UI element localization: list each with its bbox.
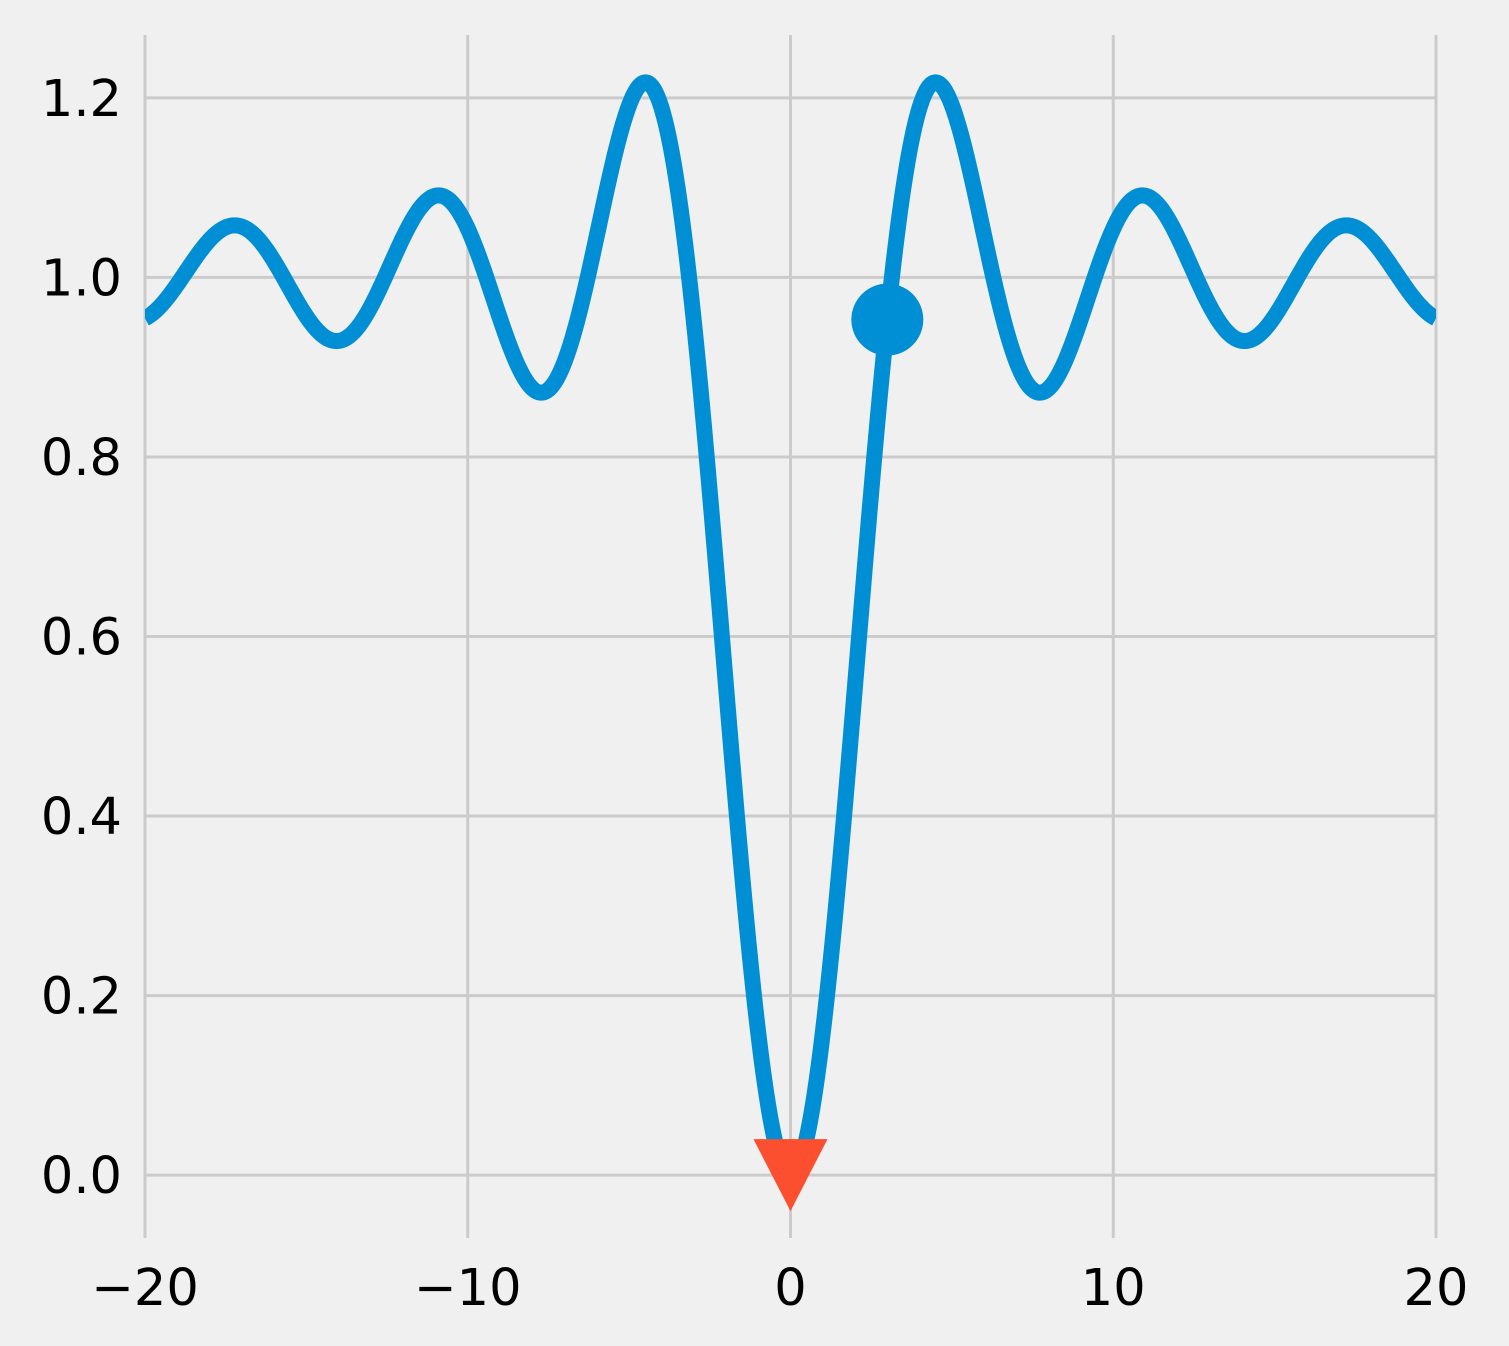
- x-tick-label: 10: [1081, 1259, 1146, 1318]
- y-tick-label: 0.6: [41, 609, 122, 668]
- x-tick-label: −10: [414, 1259, 522, 1318]
- y-tick-label: 0.4: [41, 788, 122, 847]
- markers-layer: [753, 283, 924, 1212]
- x-tick-label: 0: [774, 1259, 806, 1318]
- y-tick-label: 0.0: [41, 1147, 122, 1206]
- x-tick-label: −20: [91, 1259, 199, 1318]
- y-tick-label: 1.2: [41, 70, 122, 129]
- y-tick-label: 0.2: [41, 968, 122, 1027]
- circle-marker: [851, 283, 924, 356]
- tick-labels: 0.0 0.2 0.4 0.6 0.8 1.0 1.2 −20 −10 0 10 20: [41, 70, 1469, 1318]
- y-tick-label: 0.8: [41, 429, 122, 488]
- x-tick-label: 20: [1404, 1259, 1469, 1318]
- triangle-marker: [753, 1139, 828, 1212]
- y-tick-label: 1.0: [41, 249, 122, 308]
